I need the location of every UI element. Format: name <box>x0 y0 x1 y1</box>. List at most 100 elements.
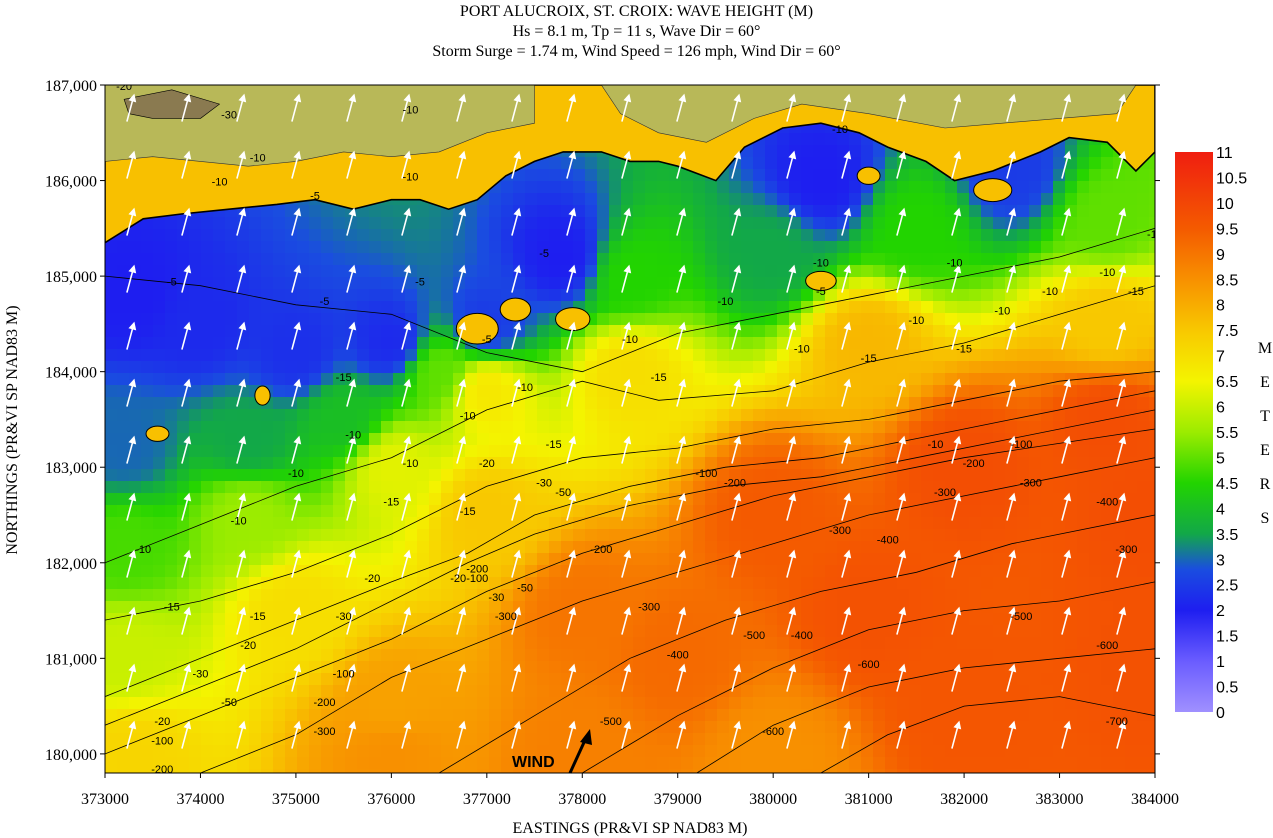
wave-vector-arrowhead <box>1118 321 1127 331</box>
wave-vector-arrow <box>126 440 134 464</box>
wave-vector-arrowhead <box>513 264 522 274</box>
wave-vector-arrowhead <box>623 435 632 445</box>
y-tick-label: 186,000 <box>45 174 97 191</box>
wave-vector-arrow <box>621 269 629 293</box>
wave-vector-arrowhead <box>183 549 192 559</box>
wave-vector-arrowhead <box>678 150 687 160</box>
contour-label: -10 <box>622 334 638 346</box>
colorbar-tick-label: 7 <box>1216 349 1225 366</box>
wave-vector-arrow <box>1116 326 1124 350</box>
wave-vector-arrow <box>621 155 629 179</box>
colorbar-tick-label: 5.5 <box>1216 425 1238 442</box>
wave-vector-arrowhead <box>678 321 687 331</box>
colorbar-unit-letter: M <box>1257 340 1273 357</box>
wave-vector-arrowhead <box>733 264 742 274</box>
wave-vector-arrow <box>951 725 959 749</box>
wave-vector-arrow <box>841 440 849 464</box>
colorbar-tick-label: 9 <box>1216 247 1225 264</box>
wave-vector-arrowhead <box>788 720 797 730</box>
wave-vector-arrow <box>1061 440 1069 464</box>
wave-vector-arrow <box>841 155 849 179</box>
y-tick-label: 184,000 <box>45 365 97 382</box>
colorbar-tick-label: 1.5 <box>1216 629 1238 646</box>
wave-vector-arrow <box>731 155 739 179</box>
chart-title: PORT ALUCROIX, ST. CROIX: WAVE HEIGHT (M… <box>459 3 814 20</box>
wave-vector-arrow <box>1061 326 1069 350</box>
wave-vector-arrowhead <box>348 93 357 103</box>
wave-vector-arrow <box>291 212 299 236</box>
wave-vector-arrow <box>731 212 739 236</box>
wave-vector-arrowhead <box>403 720 412 730</box>
contour-label: -100 <box>466 573 488 585</box>
wave-vector-arrowhead <box>513 663 522 673</box>
wave-vector-arrowhead <box>403 435 412 445</box>
chart-subtitle-2: Storm Surge = 1.74 m, Wind Speed = 126 m… <box>432 43 841 60</box>
contour-label: -100 <box>1010 439 1032 451</box>
wave-vector-arrowhead <box>128 663 137 673</box>
contour-label: -30 <box>193 668 209 680</box>
wave-vector-arrow <box>346 155 354 179</box>
y-tick-label: 182,000 <box>45 556 97 573</box>
wave-vector-arrowhead <box>1118 378 1127 388</box>
wave-vector-arrowhead <box>458 549 467 559</box>
wave-vector-arrowhead <box>843 150 852 160</box>
wave-vector-arrow <box>126 554 134 578</box>
contour-label: -5 <box>320 296 330 308</box>
wave-vector-arrow <box>841 98 849 122</box>
colorbar-fill <box>1175 152 1213 712</box>
contour-label: -10 <box>947 258 963 270</box>
wave-vector-arrow <box>291 725 299 749</box>
wave-vector-arrowhead <box>898 435 907 445</box>
contour-label: -10 <box>250 152 266 164</box>
wave-vector-arrowhead <box>513 435 522 445</box>
wave-vector-arrowhead <box>1118 150 1127 160</box>
wave-vector-arrow <box>236 98 244 122</box>
contour-label: -15 <box>164 602 180 614</box>
wave-vector-arrowhead <box>513 606 522 616</box>
wave-vector-arrow <box>456 554 464 578</box>
wave-vector-arrow <box>511 212 519 236</box>
wave-vector-arrowhead <box>1118 663 1127 673</box>
contour-label: -300 <box>934 487 956 499</box>
wave-vector-arrowhead <box>128 549 137 559</box>
x-tick-label: 377000 <box>463 791 511 808</box>
contour-label: -600 <box>1096 640 1118 652</box>
wave-vector-arrowhead <box>128 207 137 217</box>
wave-vector-arrowhead <box>293 264 302 274</box>
wave-vector-arrowhead <box>1063 606 1072 616</box>
wave-vector-arrowhead <box>458 264 467 274</box>
wave-vector-arrow <box>731 440 739 464</box>
wave-vector-arrowhead <box>678 492 687 502</box>
wave-vector-arrow <box>401 383 409 407</box>
wave-vector-arrowhead <box>293 549 302 559</box>
wave-vector-arrow <box>841 554 849 578</box>
wave-vector-arrow <box>511 668 519 692</box>
wave-vector-arrow <box>401 326 409 350</box>
contour-label: -10 <box>1042 286 1058 298</box>
wave-vector-arrow <box>621 554 629 578</box>
wave-vector-arrowhead <box>183 207 192 217</box>
wave-vector-arrow <box>291 611 299 635</box>
wave-vector-arrow <box>951 383 959 407</box>
y-tick-label: 181,000 <box>45 651 97 668</box>
wind-arrow-icon <box>568 737 588 774</box>
wave-vector-arrow <box>1006 497 1014 521</box>
wave-vector-arrow <box>896 725 904 749</box>
wave-vector-arrow <box>401 440 409 464</box>
wave-vector-arrowhead <box>568 264 577 274</box>
x-tick-label: 382000 <box>940 791 988 808</box>
wave-vector-arrowhead <box>458 321 467 331</box>
wave-vector-arrowhead <box>128 720 137 730</box>
wave-vector-arrow <box>676 668 684 692</box>
wave-vector-arrow <box>236 668 244 692</box>
wave-vector-arrow <box>676 98 684 122</box>
wave-vector-arrowhead <box>678 606 687 616</box>
contour-label: -10 <box>345 430 361 442</box>
wave-vector-arrow <box>291 383 299 407</box>
wave-vector-arrowhead <box>1118 606 1127 616</box>
wave-vector-arrowhead <box>348 606 357 616</box>
wave-vector-arrow <box>236 212 244 236</box>
contour-label: -300 <box>495 611 517 623</box>
wave-vector-arrowhead <box>293 720 302 730</box>
wave-vector-arrowhead <box>623 150 632 160</box>
